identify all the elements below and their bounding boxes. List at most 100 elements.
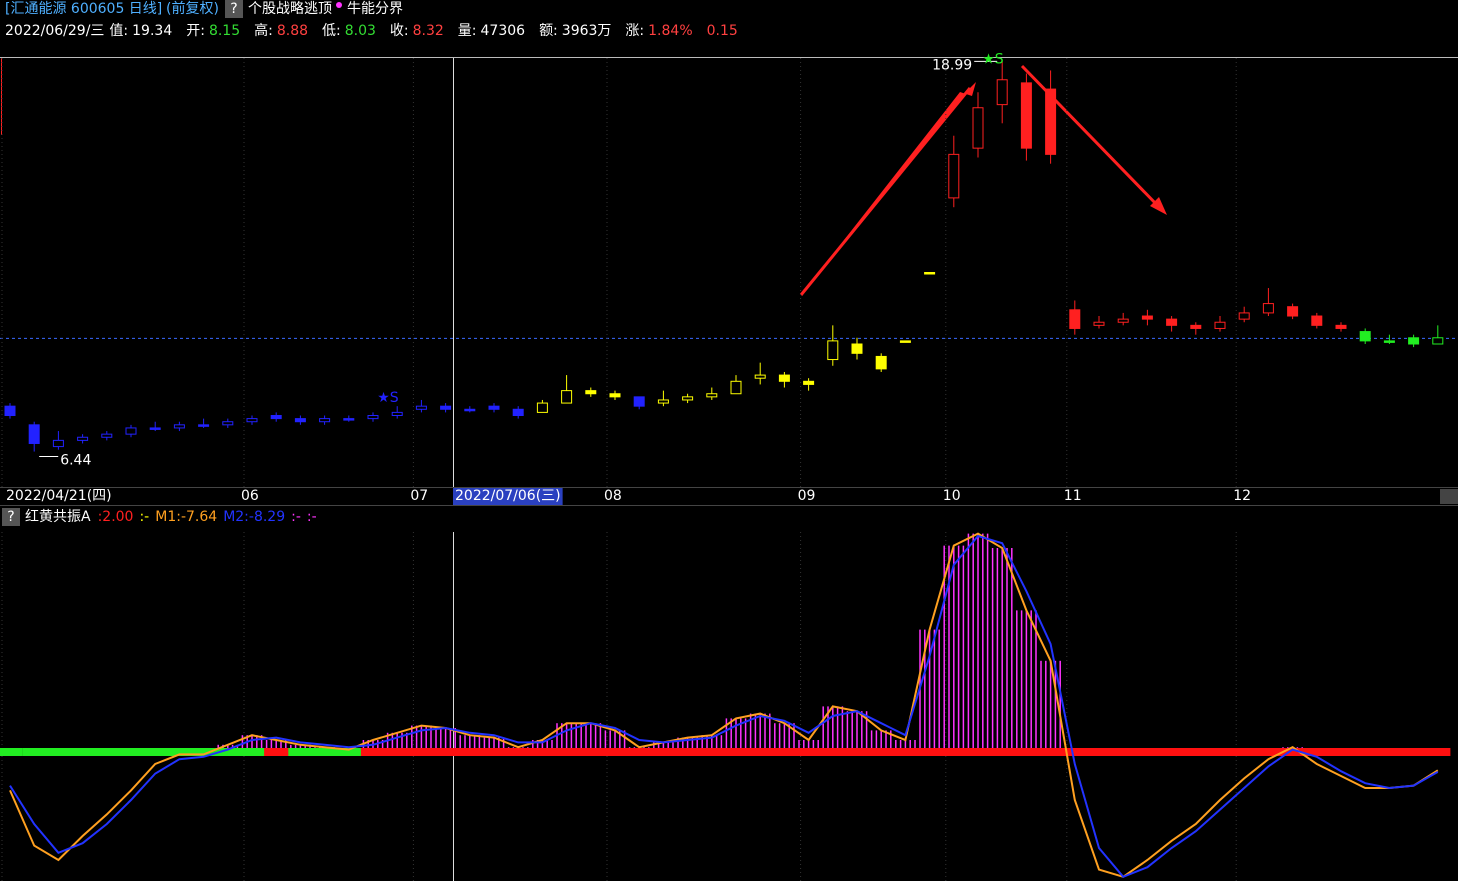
candle-body (633, 396, 645, 407)
divider: 牛能分界 (347, 1, 403, 17)
candle-body (1045, 88, 1057, 155)
candle-body (924, 272, 936, 275)
signal-strip (651, 748, 676, 756)
min-label: 6.44 (60, 453, 91, 469)
signal-strip (1353, 748, 1378, 756)
signal-strip (965, 748, 991, 756)
arrow-down-shaft (1020, 64, 1162, 210)
help-label[interactable]: ? (7, 509, 14, 525)
candle-body (754, 374, 766, 379)
candle-body (343, 418, 355, 421)
candle-body (657, 399, 669, 404)
candle-body (899, 340, 911, 343)
info-value: 8.32 (413, 23, 444, 39)
candle-body (1359, 331, 1371, 342)
signal-strip (191, 748, 217, 756)
signal-strip (869, 748, 894, 756)
signal-strip (748, 748, 773, 756)
signal-strip (723, 748, 749, 756)
arrow-up-shaft (799, 87, 972, 296)
adjust: (前复权) (166, 0, 219, 17)
signal-strip (457, 748, 483, 756)
candle-body (1166, 318, 1178, 326)
candle-body (851, 343, 863, 354)
candle-body (1069, 309, 1081, 329)
info-label: 值: (109, 23, 128, 39)
candle-body (803, 380, 815, 385)
indicator-line (9, 534, 1439, 878)
candle-body (28, 424, 40, 444)
info-value: 3963万 (562, 23, 612, 39)
signal-strip (530, 748, 555, 756)
legend-entry: :- (139, 509, 149, 525)
info-value: 8.03 (345, 23, 376, 39)
candle-body (391, 411, 403, 416)
signal-strip (336, 748, 362, 756)
legend-entry: :2.00 (98, 509, 134, 525)
x-tick-label: 09 (798, 488, 816, 504)
signal-strip (1377, 748, 1402, 756)
signal-strip (796, 748, 822, 756)
candle-body (730, 380, 742, 395)
signal-strip (699, 748, 725, 756)
candle-body (101, 433, 113, 438)
signal-strip (167, 748, 192, 756)
signal-strip (772, 748, 797, 756)
header: [汇通能源 600605 日线] (前复权) ? 个股战略逃顶 牛能分界 202… (5, 0, 403, 39)
signal-strip (385, 748, 410, 756)
signal-strip (554, 748, 580, 756)
help-button[interactable] (225, 0, 243, 18)
candle-body (52, 439, 64, 448)
signal-strip (1425, 748, 1451, 756)
candle-body (948, 153, 960, 199)
signal-strip (820, 748, 846, 756)
candle-body (682, 396, 694, 401)
candle-body (1287, 306, 1299, 317)
candle-body (1117, 318, 1129, 323)
candle-body (440, 405, 452, 410)
candle-body (198, 424, 210, 427)
scroll-thumb[interactable] (1440, 489, 1458, 504)
candle-body (1214, 321, 1226, 329)
signal-strip (844, 748, 870, 756)
signal-strip (1159, 748, 1185, 756)
x-tick-label: 2022/04/21(四) (6, 488, 112, 504)
candle-body (488, 405, 500, 410)
signal-strip (46, 748, 71, 756)
candle-body (1141, 315, 1153, 320)
candle-body (367, 415, 379, 420)
indicator-name: 红黄共振A (25, 508, 91, 525)
signal-strip (990, 748, 1015, 756)
candle-body (585, 390, 597, 395)
x-tick-label: 08 (604, 488, 622, 504)
candle-body (996, 79, 1008, 106)
candle-body (1311, 315, 1323, 326)
candle-body (706, 393, 718, 398)
candle-body (1335, 324, 1347, 329)
help-label[interactable]: ? (230, 1, 237, 17)
candle-body (972, 107, 984, 149)
info-label: 量: (458, 23, 477, 39)
signal-strip (409, 748, 434, 756)
strategy: 个股战略逃顶 (248, 1, 332, 17)
help-button[interactable] (2, 508, 20, 526)
info-label: 额: (539, 23, 558, 39)
candle-body (246, 418, 258, 423)
signal-strip (578, 748, 604, 756)
x-tick-label: 11 (1064, 488, 1082, 504)
signal-strip (1328, 748, 1354, 756)
candle-body (827, 340, 839, 361)
signal-strip (1207, 748, 1233, 756)
signal-marker: ★S (982, 51, 1004, 67)
candle-body (561, 390, 573, 404)
signal-strip (1111, 748, 1136, 756)
signal-strip (264, 748, 289, 756)
indicator-line (9, 532, 1439, 878)
info-label: 收: (390, 23, 409, 39)
candle-body (4, 405, 16, 417)
signal-strip (941, 748, 967, 756)
candle-body (1190, 324, 1202, 329)
candle-body (173, 424, 185, 429)
signal-strip (1183, 748, 1209, 756)
candle-body (270, 415, 282, 420)
